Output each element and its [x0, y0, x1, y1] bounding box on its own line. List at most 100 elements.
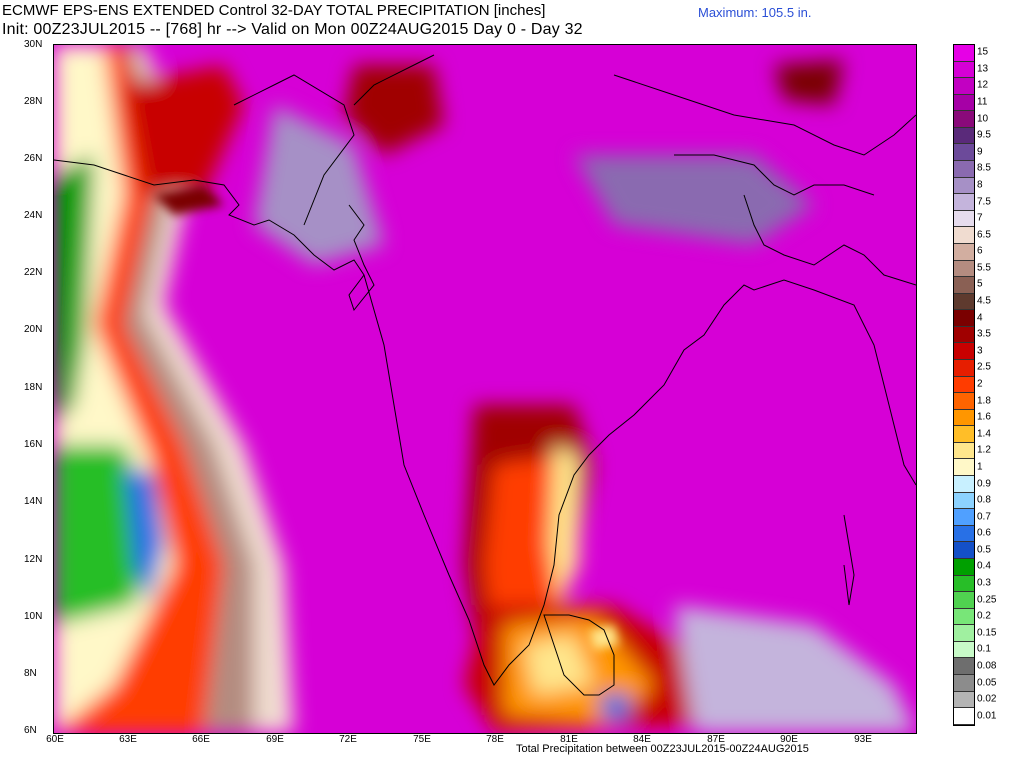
legend-label: 5.5: [977, 262, 991, 274]
legend-swatch: [954, 376, 974, 394]
legend-label: 0.01: [977, 710, 997, 722]
legend-label: 0.4: [977, 560, 991, 572]
legend-swatch: [954, 625, 974, 642]
coastlines: [54, 54, 916, 696]
legend-swatch: [954, 277, 974, 294]
legend-swatch: [954, 592, 974, 609]
legend-label: 0.8: [977, 494, 991, 506]
legend-swatch: [954, 393, 974, 410]
maximum-label: Maximum: 105.5 in.: [698, 5, 812, 20]
legend-label: 1: [977, 461, 983, 473]
legend-label: 0.05: [977, 677, 997, 689]
lat-label: 28N: [24, 96, 43, 107]
lon-label: 93E: [854, 734, 872, 745]
legend-swatch: [954, 608, 974, 626]
legend-swatch: [954, 459, 974, 477]
lat-label: 6N: [24, 725, 37, 736]
legend-label: 5: [977, 278, 983, 290]
legend-swatch: [954, 492, 974, 510]
lon-label: 81E: [560, 734, 578, 745]
legend-label: 8: [977, 179, 983, 191]
legend-label: 0.5: [977, 544, 991, 556]
legend-swatch: [954, 310, 974, 327]
legend-swatch: [954, 359, 974, 377]
legend-label: 4.5: [977, 295, 991, 307]
legend-label: 3.5: [977, 328, 991, 340]
legend-swatch: [954, 426, 974, 443]
legend-label: 6: [977, 245, 983, 257]
lon-label: 60E: [46, 734, 64, 745]
legend-label: 1.6: [977, 411, 991, 423]
legend-swatch: [954, 177, 974, 195]
lat-label: 8N: [24, 668, 37, 679]
legend-swatch: [954, 243, 974, 261]
legend-swatch: [954, 641, 974, 659]
legend-swatch: [954, 442, 974, 460]
legend-swatch: [954, 409, 974, 427]
legend-swatch: [954, 326, 974, 344]
legend-label: 0.1: [977, 643, 991, 655]
legend-label: 10: [977, 113, 989, 125]
legend-swatch: [954, 78, 974, 95]
legend-swatch: [954, 293, 974, 311]
lat-label: 14N: [24, 496, 43, 507]
legend-label: 0.08: [977, 660, 997, 672]
legend-label: 1.8: [977, 395, 991, 407]
legend-label: 12: [977, 79, 989, 91]
lon-label: 69E: [266, 734, 284, 745]
lat-label: 20N: [24, 324, 43, 335]
lon-label: 72E: [339, 734, 357, 745]
precipitation-map: [53, 44, 917, 734]
lat-label: 18N: [24, 382, 43, 393]
lat-label: 24N: [24, 210, 43, 221]
legend-swatch: [954, 658, 974, 675]
legend-label: 0.2: [977, 610, 991, 622]
map-title: ECMWF EPS-ENS EXTENDED Control 32-DAY TO…: [2, 2, 546, 19]
legend-swatch: [954, 674, 974, 692]
legend-label: 11: [977, 96, 988, 108]
lat-label: 22N: [24, 267, 43, 278]
lat-label: 16N: [24, 439, 43, 450]
legend-label: 0.25: [977, 594, 997, 606]
footer-caption: Total Precipitation between 00Z23JUL2015…: [516, 743, 809, 755]
legend-label: 7: [977, 212, 983, 224]
lat-label: 30N: [24, 39, 43, 50]
legend-swatch: [954, 575, 974, 593]
lat-label: 26N: [24, 153, 43, 164]
legend-label: 1.2: [977, 444, 991, 456]
legend-swatch: [954, 691, 974, 709]
legend-label: 7.5: [977, 196, 991, 208]
lon-label: 84E: [633, 734, 651, 745]
legend-swatch: [954, 161, 974, 178]
lat-label: 12N: [24, 554, 43, 565]
lon-label: 78E: [486, 734, 504, 745]
legend-label: 15: [977, 46, 989, 58]
legend-label: 0.3: [977, 577, 991, 589]
legend-swatch: [954, 45, 974, 62]
legend-swatch: [954, 542, 974, 559]
legend-label: 9.5: [977, 129, 991, 141]
legend-label: 1.4: [977, 428, 991, 440]
legend-swatch: [954, 61, 974, 79]
legend-label: 13: [977, 63, 989, 75]
legend-label: 0.9: [977, 478, 991, 489]
map-subtitle: Init: 00Z23JUL2015 -- [768] hr --> Valid…: [2, 21, 583, 38]
legend-swatch: [954, 525, 974, 543]
legend-label: 6.5: [977, 229, 991, 241]
legend-label: 0.02: [977, 693, 997, 705]
lat-label: 10N: [24, 611, 43, 622]
legend-swatch: [954, 343, 974, 360]
lon-label: 75E: [413, 734, 431, 745]
color-legend: [953, 44, 975, 726]
lon-label: 90E: [780, 734, 798, 745]
legend-label: 0.6: [977, 527, 991, 539]
legend-label: 4: [977, 312, 983, 324]
legend-swatch: [954, 111, 974, 128]
legend-swatch: [954, 227, 974, 244]
lon-label: 87E: [707, 734, 725, 745]
legend-swatch: [954, 210, 974, 228]
precipitation-field: [54, 45, 916, 733]
legend-label: 9: [977, 146, 983, 158]
legend-swatch: [954, 94, 974, 112]
legend-swatch: [954, 558, 974, 576]
